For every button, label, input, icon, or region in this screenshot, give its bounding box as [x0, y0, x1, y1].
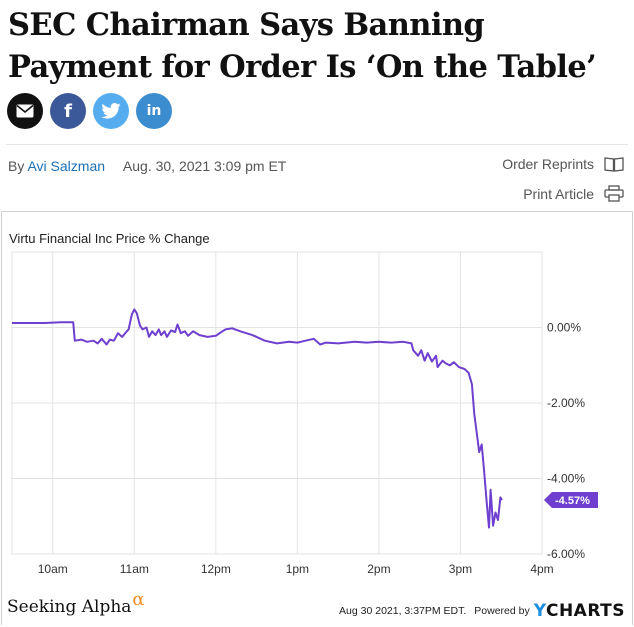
chart-grid [11, 251, 543, 555]
x-tick-label: 12pm [201, 562, 231, 576]
print-article-label: Print Article [523, 185, 594, 202]
last-value-badge: -4.57% [544, 492, 598, 509]
chart-timestamp: Aug 30 2021, 3:37PM EDT. [339, 605, 467, 617]
y-tick-label: -2.00% [547, 396, 585, 410]
series-line [12, 308, 503, 529]
linkedin-icon: in [146, 103, 162, 119]
last-value-badge-shape [544, 492, 598, 509]
book-icon [604, 157, 624, 172]
twitter-bird-icon [101, 103, 121, 119]
envelope-icon [16, 104, 34, 118]
last-value-label: -4.57% [555, 495, 590, 507]
twitter-share-button[interactable] [93, 93, 129, 129]
facebook-share-button[interactable]: f [50, 93, 86, 129]
price-change-chart: Virtu Financial Inc Price % Change 10am 1… [9, 231, 598, 576]
email-share-button[interactable] [7, 93, 43, 129]
x-axis-labels: 10am 11am 12pm 1pm 2pm 3pm 4pm [38, 562, 554, 576]
y-axis-labels: 0.00% -2.00% -4.00% -6.00% [547, 321, 585, 562]
publish-date: Aug. 30, 2021 3:09 pm ET [122, 158, 287, 174]
share-bar: f in [7, 93, 172, 129]
x-tick-label: 2pm [367, 562, 390, 576]
linkedin-share-button[interactable]: in [136, 93, 172, 129]
byline-prefix: By [8, 158, 25, 174]
x-tick-label: 3pm [449, 562, 472, 576]
article-title: SEC Chairman Says Banning Payment for Or… [8, 7, 597, 85]
order-reprints-label: Order Reprints [502, 156, 594, 172]
x-tick-label: 1pm [286, 562, 309, 576]
powered-by-label: Powered by [474, 605, 530, 617]
x-tick-label: 11am [120, 562, 149, 576]
ycharts-rest: CHARTS [545, 601, 625, 621]
divider [6, 144, 628, 145]
y-tick-label: 0.00% [547, 321, 581, 335]
x-tick-label: 4pm [530, 562, 553, 576]
order-reprints-link[interactable]: Order Reprints [502, 156, 624, 172]
chart-title: Virtu Financial Inc Price % Change [9, 231, 210, 246]
y-tick-label: -6.00% [547, 547, 585, 561]
printer-icon [604, 185, 624, 202]
x-tick-label: 10am [38, 562, 68, 576]
y-tick-label: -4.00% [547, 472, 585, 486]
chart-container: Virtu Financial Inc Price % Change 10am 1… [1, 211, 633, 625]
seeking-alpha-logo: Seeking Alphaα [7, 589, 145, 617]
alpha-mark: α [132, 589, 145, 610]
byline: By Avi Salzman Aug. 30, 2021 3:09 pm ET [8, 158, 286, 174]
ycharts-y: Y [533, 601, 546, 621]
author-link[interactable]: Avi Salzman [27, 158, 106, 174]
chart-footer: Aug 30 2021, 3:37PM EDT. Powered by YCHA… [339, 601, 625, 621]
series-layer [12, 308, 503, 529]
print-article-link[interactable]: Print Article [523, 185, 624, 202]
brand-name: Seeking Alpha [7, 597, 132, 617]
ycharts-logo[interactable]: YCHARTS [534, 601, 625, 621]
facebook-icon: f [64, 100, 72, 122]
